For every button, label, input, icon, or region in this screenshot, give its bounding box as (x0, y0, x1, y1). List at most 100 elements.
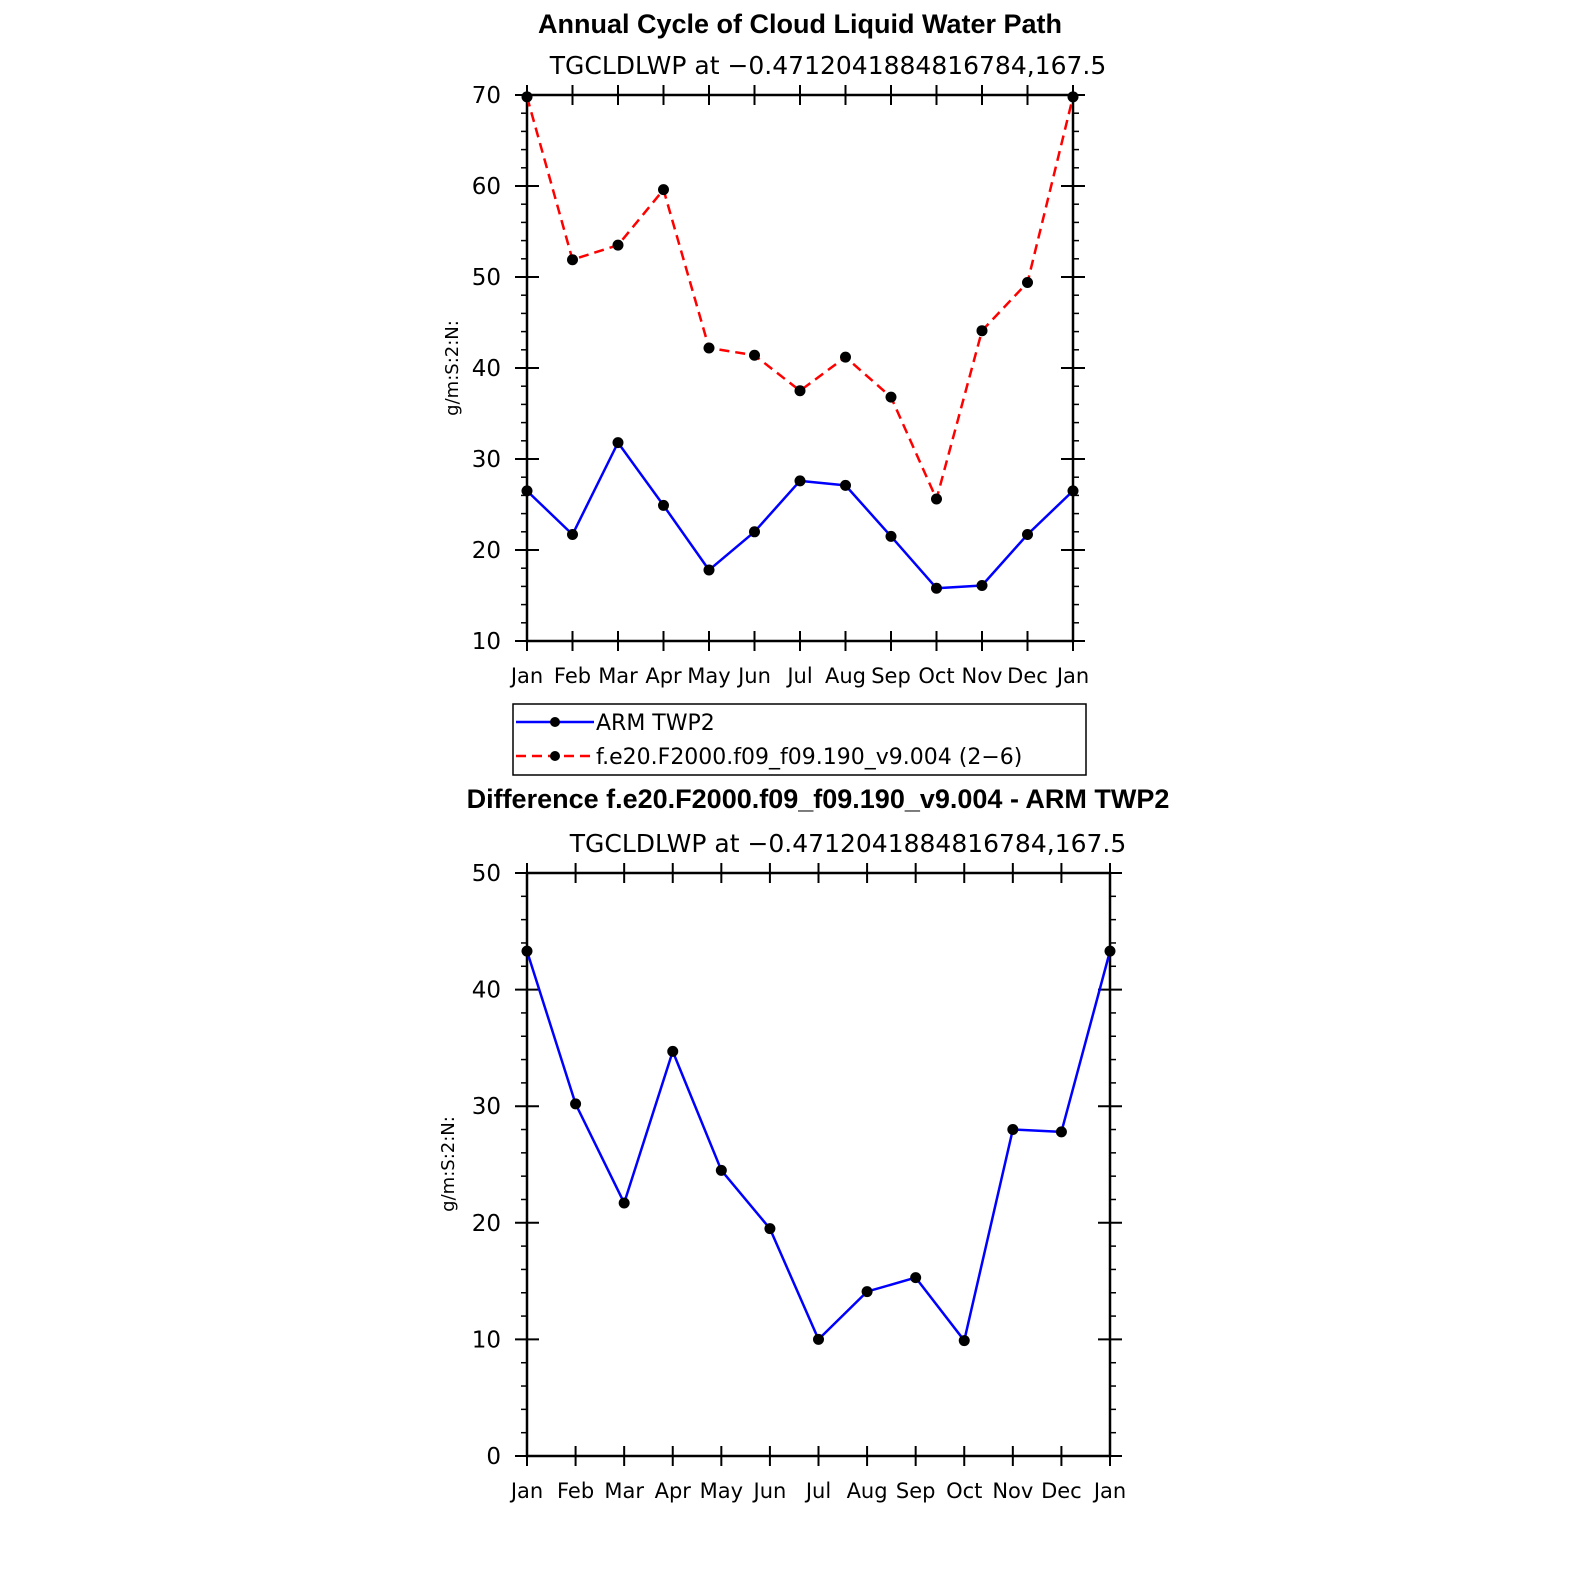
chart2-y-tick-labels: 0 10 20 30 40 50 (472, 861, 501, 1470)
chart2-points (521, 945, 1116, 1347)
y-tick-label: 50 (472, 265, 501, 291)
data-point (976, 579, 988, 591)
x-tick-label: Apr (655, 1479, 692, 1503)
data-point (1055, 1126, 1067, 1138)
data-point (931, 582, 942, 594)
x-tick-label: Dec (1007, 664, 1048, 688)
data-point (658, 499, 669, 511)
x-tick-label: Feb (554, 664, 591, 688)
data-point (840, 479, 851, 491)
legend: ARM TWP2 f.e20.F2000.f09_f09.190_v9.004 … (512, 703, 1087, 776)
data-point (521, 945, 533, 957)
legend-marker-model (550, 751, 560, 761)
x-tick-label: Apr (645, 664, 682, 688)
x-tick-label: Oct (946, 1479, 982, 1503)
data-point (521, 91, 533, 103)
data-point (958, 1335, 970, 1347)
chart-annual-cycle: Annual Cycle of Cloud Liquid Water Path … (442, 9, 1106, 688)
chart-difference: Difference f.e20.F2000.f09_f09.190_v9.00… (438, 784, 1169, 1503)
y-tick-label: 20 (472, 538, 501, 564)
chart1-subtitle: TGCLDLWP at −0.4712041884816784,167.5 (549, 51, 1107, 80)
data-point (703, 342, 715, 354)
y-tick-label: 30 (472, 1094, 501, 1120)
chart1-axes (515, 85, 1085, 651)
x-tick-label: Aug (825, 664, 866, 688)
y-tick-label: 10 (472, 629, 501, 655)
y-tick-label: 20 (472, 1211, 501, 1237)
x-tick-label: May (700, 1479, 743, 1503)
data-point (764, 1223, 776, 1235)
series-line-1 (525, 96, 1075, 501)
x-tick-label: Jul (785, 664, 812, 688)
data-point (885, 530, 897, 542)
chart1-y-tick-labels: 10 20 30 40 50 60 70 (472, 83, 501, 655)
data-point (1022, 529, 1033, 541)
chart1-points (521, 91, 1079, 594)
series-line-0 (526, 441, 1074, 590)
legend-marker-arm (550, 717, 560, 727)
x-tick-label: Jan (1055, 664, 1089, 688)
data-point (1022, 276, 1033, 288)
data-point (658, 184, 669, 196)
data-point (749, 526, 760, 538)
y-tick-label: 70 (472, 83, 501, 109)
data-point (715, 1164, 727, 1176)
chart1-series (525, 96, 1075, 590)
chart2-title: Difference f.e20.F2000.f09_f09.190_v9.00… (467, 784, 1170, 814)
chart1-x-tick-labels: Jan Feb Mar Apr May Jun Jul Aug Sep Oct Nov Dec Jan (509, 664, 1089, 688)
x-tick-label: Jan (509, 1479, 543, 1503)
data-point (794, 475, 806, 487)
data-point (567, 254, 578, 266)
x-tick-label: Oct (918, 664, 954, 688)
data-point (813, 1333, 824, 1345)
chart2-axes (515, 863, 1122, 1466)
chart1-title: Annual Cycle of Cloud Liquid Water Path (538, 9, 1062, 39)
data-point (794, 385, 806, 397)
data-point (976, 325, 988, 337)
y-tick-label: 0 (486, 1444, 501, 1470)
data-point (861, 1286, 873, 1298)
data-point (1104, 945, 1116, 957)
chart2-series (525, 950, 1112, 1342)
data-point (567, 529, 578, 541)
legend-label-arm: ARM TWP2 (596, 711, 715, 736)
x-tick-label: May (687, 664, 730, 688)
data-point (885, 391, 897, 403)
data-point (1067, 485, 1079, 497)
data-point (1007, 1124, 1019, 1136)
plot-frame (525, 93, 1075, 643)
x-tick-label: Jul (804, 1479, 831, 1503)
data-point (749, 349, 760, 361)
chart1-ylabel: g/m:S:2:N: (442, 320, 463, 416)
chart2-ylabel: g/m:S:2:N: (438, 1116, 459, 1212)
series-line-0 (525, 950, 1112, 1342)
x-tick-label: Jan (509, 664, 543, 688)
x-tick-label: Nov (962, 664, 1003, 688)
data-point (612, 437, 624, 449)
data-point (840, 351, 851, 363)
x-tick-label: Mar (598, 664, 638, 688)
data-point (521, 485, 533, 497)
data-point (1067, 91, 1079, 103)
data-point (667, 1045, 679, 1057)
x-tick-label: Aug (847, 1479, 888, 1503)
legend-box (512, 703, 1087, 776)
x-tick-label: Jan (1092, 1479, 1126, 1503)
chart2-subtitle: TGCLDLWP at −0.4712041884816784,167.5 (569, 829, 1127, 858)
x-tick-label: Sep (896, 1479, 936, 1503)
y-tick-label: 40 (472, 978, 501, 1004)
data-point (570, 1098, 582, 1110)
plot-frame (525, 871, 1112, 1458)
data-point (931, 493, 942, 505)
y-tick-label: 10 (472, 1327, 501, 1353)
x-tick-label: Jun (752, 1479, 787, 1503)
data-point (910, 1272, 922, 1284)
y-tick-label: 50 (472, 861, 501, 887)
data-point (703, 564, 715, 576)
y-tick-label: 60 (472, 174, 501, 200)
data-point (612, 239, 624, 251)
x-tick-label: Mar (604, 1479, 644, 1503)
legend-label-model: f.e20.F2000.f09_f09.190_v9.004 (2−6) (596, 745, 1022, 770)
